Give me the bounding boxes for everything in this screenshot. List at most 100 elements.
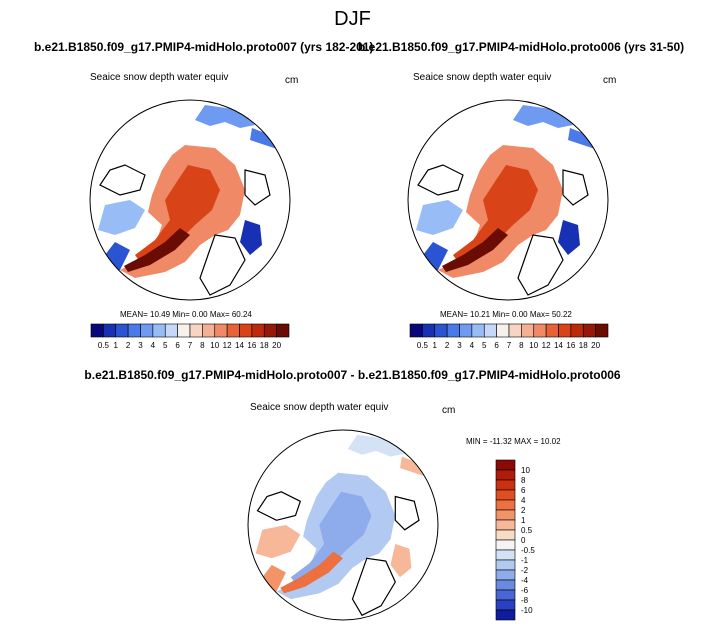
colorbar-swatch <box>276 323 290 338</box>
diff-map <box>247 429 439 621</box>
colorbar-swatch <box>422 323 436 338</box>
colorbar-swatch <box>582 323 596 338</box>
colorbar-swatch <box>570 323 584 338</box>
sea-ice-region <box>124 228 190 272</box>
colorbar-tick-label: 14 <box>554 341 563 350</box>
colorbar-tick-label: 10 <box>210 341 219 350</box>
diff-field-label: Seaice snow depth water equiv <box>250 402 389 413</box>
map-boundary-circle <box>89 99 291 301</box>
colorbar-swatch <box>495 569 516 581</box>
colorbar-swatch <box>495 549 516 561</box>
colorbar-tick-label: 7 <box>188 341 193 350</box>
colorbar-swatch <box>508 323 522 338</box>
colorbar-tick-label: 3 <box>457 341 462 350</box>
colorbar-tick-label: 20 <box>591 341 600 350</box>
colorbar-tick-label: 16 <box>247 341 256 350</box>
colorbar-swatch <box>495 539 516 551</box>
colorbar-swatch <box>226 323 240 338</box>
panel2-case-title: b.e21.B1850.f09_g17.PMIP4-midHolo.proto0… <box>358 40 685 54</box>
sea-ice-region <box>453 165 538 262</box>
colorbar-swatch <box>459 323 473 338</box>
colorbar-tick-label: 10 <box>521 466 530 475</box>
colorbar-swatch <box>214 323 228 338</box>
colorbar-swatch <box>495 579 516 591</box>
colorbar-tick-label: 6 <box>521 486 526 495</box>
colorbar-swatch <box>434 323 448 338</box>
colorbar-swatch <box>263 323 277 338</box>
colorbar-swatch <box>164 323 178 338</box>
diff-units: cm <box>442 405 456 416</box>
colorbar-swatch <box>409 323 423 338</box>
panel1-units: cm <box>285 75 299 86</box>
panel1-case-title: b.e21.B1850.f09_g17.PMIP4-midHolo.proto0… <box>34 40 374 54</box>
sea-ice-region <box>280 551 343 594</box>
colorbar-tick-label: 20 <box>272 341 281 350</box>
sea-ice-region <box>290 491 372 584</box>
colorbar-tick-label: -2 <box>521 566 529 575</box>
colorbar-tick-label: 3 <box>138 341 143 350</box>
sea-ice-region <box>568 128 598 150</box>
sea-ice-region <box>558 220 580 255</box>
coastline <box>562 169 589 206</box>
colorbar-swatch <box>495 589 516 601</box>
panel2-field-label: Seaice snow depth water equiv <box>413 72 552 83</box>
coastline <box>394 495 420 531</box>
colorbar-swatch <box>558 323 572 338</box>
sea-ice-region <box>195 105 255 128</box>
colorbar-tick-label: 7 <box>507 341 512 350</box>
colorbar-swatch <box>545 323 559 338</box>
season-title: DJF <box>334 8 371 30</box>
colorbar-swatch <box>140 323 154 338</box>
colorbar-swatch <box>495 519 516 531</box>
coastline <box>517 234 564 296</box>
sea-ice-region <box>240 220 262 255</box>
sea-ice-region <box>416 200 463 235</box>
colorbar-swatch <box>202 323 216 338</box>
colorbar-tick-label: 0.5 <box>417 341 429 350</box>
colorbar-tick-label: -8 <box>521 596 529 605</box>
sea-ice-region <box>347 434 405 457</box>
sea-ice-region <box>442 228 508 272</box>
sea-ice-region <box>250 128 280 150</box>
colorbar-tick-label: 16 <box>566 341 575 350</box>
sea-ice-region <box>135 165 220 262</box>
colorbar-swatch <box>152 323 166 338</box>
coastline <box>199 234 246 296</box>
colorbar-tick-label: 4 <box>470 341 475 350</box>
colorbar-swatch <box>495 529 516 541</box>
sea-ice-region <box>255 525 301 559</box>
colorbar-swatch <box>127 323 141 338</box>
colorbar-tick-label: 5 <box>163 341 168 350</box>
colorbar-swatch <box>495 459 516 471</box>
colorbar-tick-label: 2 <box>445 341 450 350</box>
coastline <box>256 491 302 521</box>
colorbar-swatch <box>495 489 516 501</box>
colorbar-tick-label: 12 <box>223 341 232 350</box>
colorbar-tick-label: 0.5 <box>98 341 110 350</box>
colorbar-swatch <box>446 323 460 338</box>
colorbar-swatch <box>471 323 485 338</box>
panel2-stats: MEAN= 10.21 Min= 0.00 Max= 50.22 <box>440 310 572 319</box>
colorbar-swatch <box>239 323 253 338</box>
colorbar-swatch <box>595 323 609 338</box>
colorbar-swatch <box>495 599 516 611</box>
sea-ice-region <box>98 200 145 235</box>
colorbar-swatch <box>177 323 191 338</box>
colorbar-tick-label: 1 <box>433 341 438 350</box>
colorbar-tick-label: -1 <box>521 556 529 565</box>
coastline <box>244 169 271 206</box>
colorbar-swatch <box>483 323 497 338</box>
colorbar-tick-label: 0 <box>521 536 526 545</box>
colorbar-tick-label: 5 <box>482 341 487 350</box>
colorbar-swatch <box>103 323 117 338</box>
coastline <box>99 164 146 196</box>
panel2-units: cm <box>603 75 617 86</box>
colorbar-swatch <box>495 469 516 481</box>
colorbar-tick-label: 18 <box>260 341 269 350</box>
colorbar-tick-label: -4 <box>521 576 529 585</box>
colorbar-swatch <box>189 323 203 338</box>
colorbar-swatch <box>495 479 516 491</box>
panel1-stats: MEAN= 10.49 Min= 0.00 Max= 60.24 <box>120 310 252 319</box>
